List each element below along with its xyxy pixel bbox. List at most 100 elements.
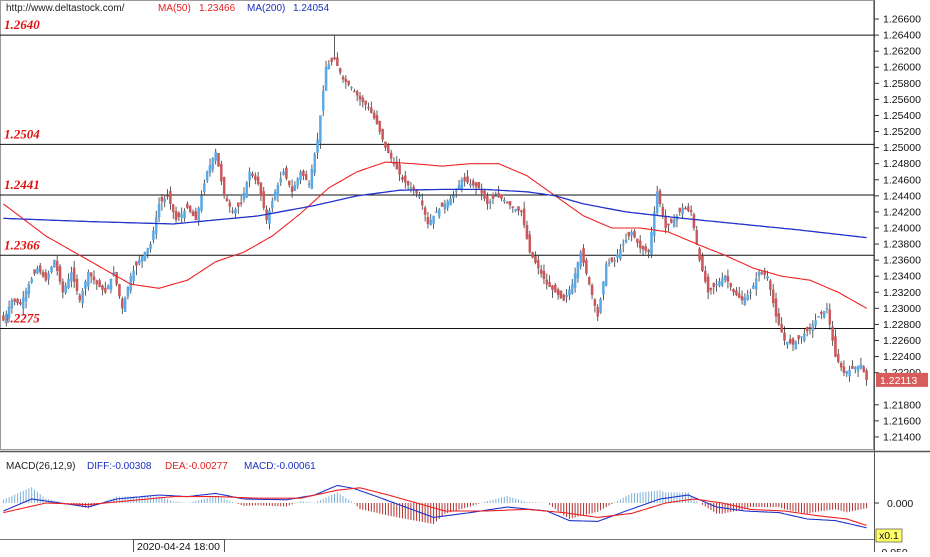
candle-body (613, 259, 616, 262)
candle-body (582, 248, 585, 263)
candle-body (87, 272, 90, 287)
candle-body (732, 289, 735, 293)
candle-body (16, 298, 19, 304)
candle-body (548, 282, 551, 288)
candle-body (203, 183, 206, 193)
candle-body (55, 260, 59, 271)
ma200-label: MA(200) (247, 3, 286, 14)
candle-body (822, 310, 826, 318)
candle-body (398, 164, 401, 175)
price-tick-label: 1.23400 (883, 271, 921, 283)
candle-body (72, 267, 76, 282)
candle-body (47, 273, 50, 280)
candle-body (701, 255, 704, 271)
candle-body (596, 306, 599, 317)
candle-body (624, 239, 628, 243)
candle-body (593, 299, 597, 306)
candle-body (234, 209, 237, 214)
candle-body (109, 278, 113, 290)
price-tick-label: 1.25200 (883, 126, 921, 138)
candle-body (242, 193, 246, 200)
candle-body (704, 270, 707, 282)
price-tick-label: 1.24600 (883, 174, 921, 186)
candle-body (709, 288, 713, 290)
ma200-value: 1.24054 (293, 3, 330, 14)
current-price-tag (876, 372, 928, 387)
candle-body (395, 161, 399, 170)
candle-body (304, 174, 308, 180)
price-tick-label: 1.24000 (883, 222, 921, 234)
candle-body (118, 284, 121, 297)
candle-body (636, 238, 639, 243)
candle-body (268, 210, 271, 224)
candle-body (681, 207, 684, 215)
candle-body (865, 370, 868, 381)
candle-body (814, 320, 817, 326)
candle-body (330, 57, 333, 63)
candle-body (279, 178, 283, 183)
candle-body (70, 272, 73, 282)
candle-body (276, 184, 280, 196)
candle-body (104, 287, 107, 293)
candle-body (4, 313, 8, 324)
price-axis: 1.26600 1.26400 1.26200 1.26000 1.25800 1.256… (874, 14, 921, 443)
price-tick-label: 1.26600 (883, 14, 921, 26)
candle-body (571, 284, 574, 294)
candle-body (132, 270, 135, 282)
candle-body (166, 195, 169, 197)
candle-body (848, 369, 851, 377)
candle-body (842, 366, 846, 373)
candle-body (143, 251, 147, 261)
candle-body (387, 145, 390, 154)
candle-body (220, 163, 223, 182)
candle-body (760, 272, 764, 274)
candle-body (384, 141, 387, 148)
candle-body (551, 285, 554, 290)
candle-body (641, 246, 645, 250)
candle-body (749, 292, 752, 294)
candle-body (353, 90, 356, 93)
candle-body (712, 282, 716, 288)
candle-body (222, 177, 226, 196)
candle-body (466, 176, 469, 183)
candle-body (180, 213, 183, 218)
candle-body (78, 295, 82, 301)
support-resistance-levels: 1.2640 1.2504 1.2441 1.2366 1.2275 (0, 17, 874, 329)
candle-body (33, 269, 36, 274)
candle-body (554, 284, 557, 293)
candle-body (81, 290, 84, 304)
candle-body (684, 207, 687, 210)
candle-body (95, 280, 99, 285)
candle-body (800, 336, 803, 338)
candle-body (791, 338, 795, 345)
candle-body (754, 278, 758, 290)
candle-body (644, 246, 648, 251)
price-tick-label: 1.26400 (883, 30, 921, 42)
site-url[interactable]: http://www.deltastock.com/ (6, 3, 125, 14)
candle-body (367, 106, 370, 109)
candle-body (121, 298, 124, 309)
candle-body (381, 128, 384, 140)
candle-body (288, 180, 291, 186)
candle-body (341, 76, 345, 80)
candle-body (522, 208, 526, 226)
candle-body (302, 170, 305, 176)
candle-body (58, 266, 62, 282)
candle-body (500, 194, 503, 199)
candle-body (409, 187, 413, 189)
candle-body (98, 280, 101, 288)
candle-body (146, 247, 149, 255)
candle-body (616, 254, 619, 258)
level-label: 1.2504 (4, 126, 40, 141)
candle-body (208, 164, 212, 173)
level-label: 1.2640 (4, 17, 40, 32)
candle-body (211, 158, 215, 170)
candle-body (347, 80, 350, 85)
price-tick-label: 1.22800 (883, 319, 921, 331)
candle-body (191, 211, 195, 217)
candle-body (355, 91, 359, 96)
candle-body (494, 195, 498, 197)
candle-body (774, 298, 778, 317)
price-tick-label: 1.23800 (883, 239, 921, 251)
candle-body (630, 231, 633, 236)
